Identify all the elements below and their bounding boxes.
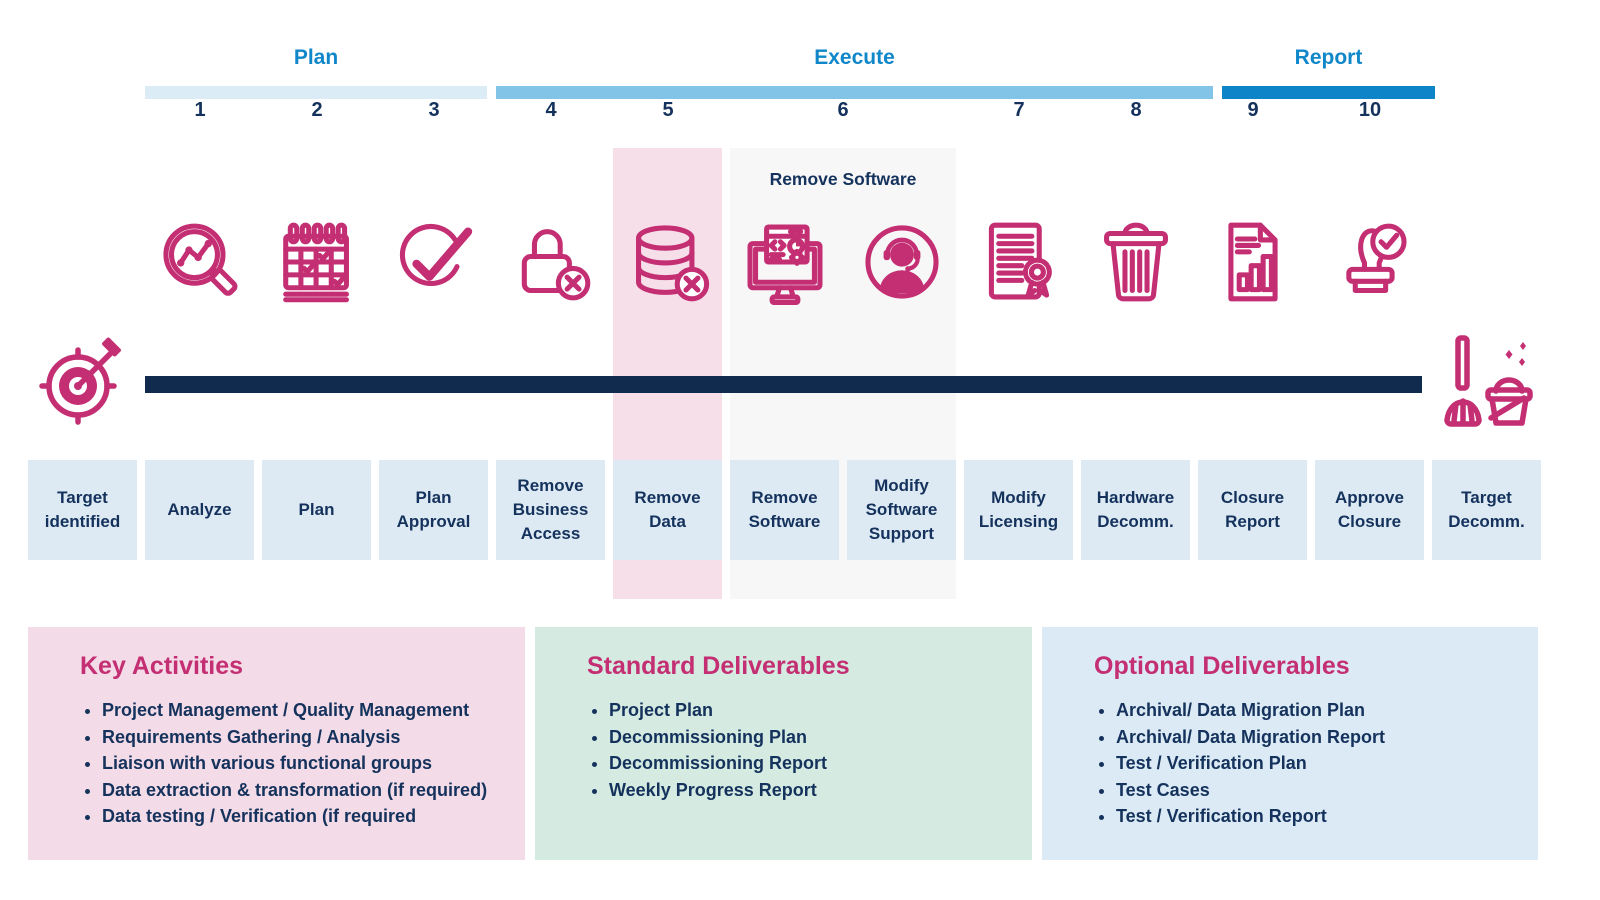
step-label-target-decomm: Target Decomm. (1432, 460, 1541, 560)
step-number-6: 6 (837, 99, 849, 121)
standard-deliverables-list: Project Plan Decommissioning Plan Decomm… (587, 697, 1032, 803)
list-item: Requirements Gathering / Analysis (102, 724, 525, 751)
list-item: Weekly Progress Report (609, 777, 1032, 804)
standard-deliverables-panel: Standard Deliverables Project Plan Decom… (535, 627, 1032, 860)
remove-software-group-label: Remove Software (769, 169, 917, 189)
step-label-modify-licensing: Modify Licensing (964, 460, 1073, 560)
phase-title-plan: Plan (293, 46, 339, 69)
step-number-4: 4 (545, 99, 557, 121)
report-document-icon (1205, 214, 1301, 310)
optional-deliverables-title: Optional Deliverables (1094, 652, 1350, 680)
step-number-9: 9 (1247, 99, 1259, 121)
step-label-remove-data: Remove Data (613, 460, 722, 560)
timeline-bar (145, 376, 1422, 393)
check-circle-icon (386, 214, 482, 310)
step-number-2: 2 (311, 99, 323, 121)
phase-title-report: Report (1294, 46, 1363, 69)
optional-deliverables-panel: Optional Deliverables Archival/ Data Mig… (1042, 627, 1538, 860)
step-number-3: 3 (428, 99, 440, 121)
support-agent-icon (854, 214, 950, 310)
step-label-plan: Plan (262, 460, 371, 560)
list-item: Test / Verification Plan (1116, 750, 1538, 777)
calendar-icon (269, 214, 365, 310)
list-item: Test / Verification Report (1116, 803, 1538, 830)
list-item: Liaison with various functional groups (102, 750, 525, 777)
standard-deliverables-title: Standard Deliverables (587, 652, 850, 680)
step-number-5: 5 (662, 99, 674, 121)
database-remove-icon (620, 214, 716, 310)
certificate-document-icon (971, 214, 1067, 310)
phase-title-execute: Execute (814, 46, 895, 69)
key-activities-list: Project Management / Quality Management … (80, 697, 525, 830)
list-item: Data testing / Verification (if required (102, 803, 525, 830)
list-item: Decommissioning Plan (609, 724, 1032, 751)
execute-phase-bar (496, 86, 1213, 99)
list-item: Archival/ Data Migration Report (1116, 724, 1538, 751)
target-icon (32, 328, 132, 432)
step-label-remove-software: Remove Software (730, 460, 839, 560)
key-activities-title: Key Activities (80, 652, 244, 680)
trash-icon (1088, 214, 1184, 310)
software-monitor-icon (737, 214, 833, 310)
step-label-approve-closure: Approve Closure (1315, 460, 1424, 560)
mop-bucket-icon (1434, 330, 1534, 438)
step-label-hardware-decomm: Hardware Decomm. (1081, 460, 1190, 560)
step-number-7: 7 (1013, 99, 1025, 121)
list-item: Data extraction & transformation (if req… (102, 777, 525, 804)
step-label-closure-report: Closure Report (1198, 460, 1307, 560)
list-item: Test Cases (1116, 777, 1538, 804)
magnifier-chart-icon (152, 214, 248, 310)
step-number-10: 10 (1358, 99, 1382, 121)
lock-remove-icon (503, 214, 599, 310)
list-item: Project Plan (609, 697, 1032, 724)
step-label-target-identified: Target identified (28, 460, 137, 560)
list-item: Project Management / Quality Management (102, 697, 525, 724)
optional-deliverables-list: Archival/ Data Migration Plan Archival/ … (1094, 697, 1538, 830)
key-activities-panel: Key Activities Project Management / Qual… (28, 627, 525, 860)
approval-stamp-icon (1322, 214, 1418, 310)
step-label-analyze: Analyze (145, 460, 254, 560)
step-label-plan-approval: Plan Approval (379, 460, 488, 560)
report-phase-bar (1222, 86, 1435, 99)
step-label-remove-business-access: Remove Business Access (496, 460, 605, 560)
list-item: Decommissioning Report (609, 750, 1032, 777)
plan-phase-bar (145, 86, 487, 99)
step-number-8: 8 (1130, 99, 1142, 121)
list-item: Archival/ Data Migration Plan (1116, 697, 1538, 724)
step-label-modify-software-support: Modify Software Support (847, 460, 956, 560)
step-number-1: 1 (194, 99, 206, 121)
